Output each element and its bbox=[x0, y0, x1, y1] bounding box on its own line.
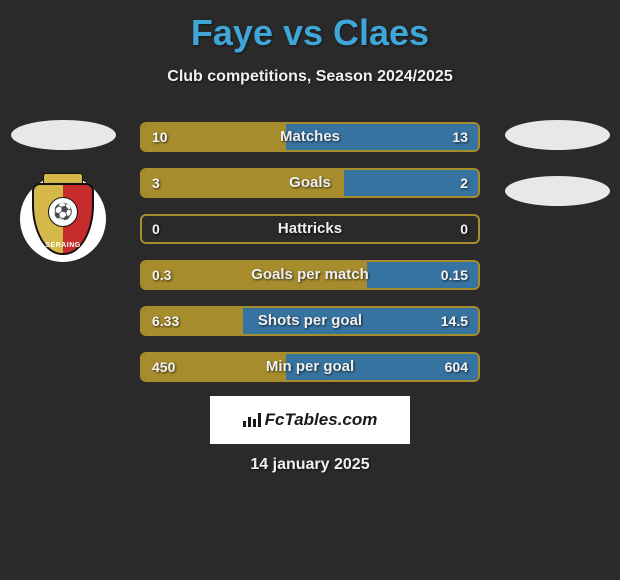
club-crest-icon: ⚽ SERAING bbox=[32, 183, 94, 255]
stat-row: 32Goals bbox=[140, 168, 480, 198]
page-title: Faye vs Claes bbox=[0, 0, 620, 54]
stat-row: 450604Min per goal bbox=[140, 352, 480, 382]
stat-row: 0.30.15Goals per match bbox=[140, 260, 480, 290]
stat-label: Goals bbox=[142, 170, 478, 196]
player-left-photo-placeholder bbox=[11, 120, 116, 150]
logo-text: FcTables.com bbox=[265, 410, 378, 430]
stat-label: Shots per goal bbox=[142, 308, 478, 334]
left-player-column: ⚽ SERAING bbox=[8, 120, 118, 262]
stat-label: Min per goal bbox=[142, 354, 478, 380]
chart-icon bbox=[243, 413, 261, 427]
stat-row: 6.3314.5Shots per goal bbox=[140, 306, 480, 336]
subtitle: Club competitions, Season 2024/2025 bbox=[0, 68, 620, 86]
stat-label: Goals per match bbox=[142, 262, 478, 288]
stat-label: Matches bbox=[142, 124, 478, 150]
player-right-photo-placeholder bbox=[505, 120, 610, 150]
fctables-logo[interactable]: FcTables.com bbox=[210, 396, 410, 444]
stat-label: Hattricks bbox=[142, 216, 478, 242]
stat-row: 00Hattricks bbox=[140, 214, 480, 244]
snapshot-date: 14 january 2025 bbox=[0, 456, 620, 474]
stats-bars: 1013Matches 32Goals 00Hattricks 0.30.15Goal… bbox=[140, 122, 480, 398]
player-right-club-badge-placeholder bbox=[505, 176, 610, 206]
right-player-column bbox=[502, 120, 612, 232]
player-left-club-badge: ⚽ SERAING bbox=[20, 176, 106, 262]
stat-row: 1013Matches bbox=[140, 122, 480, 152]
